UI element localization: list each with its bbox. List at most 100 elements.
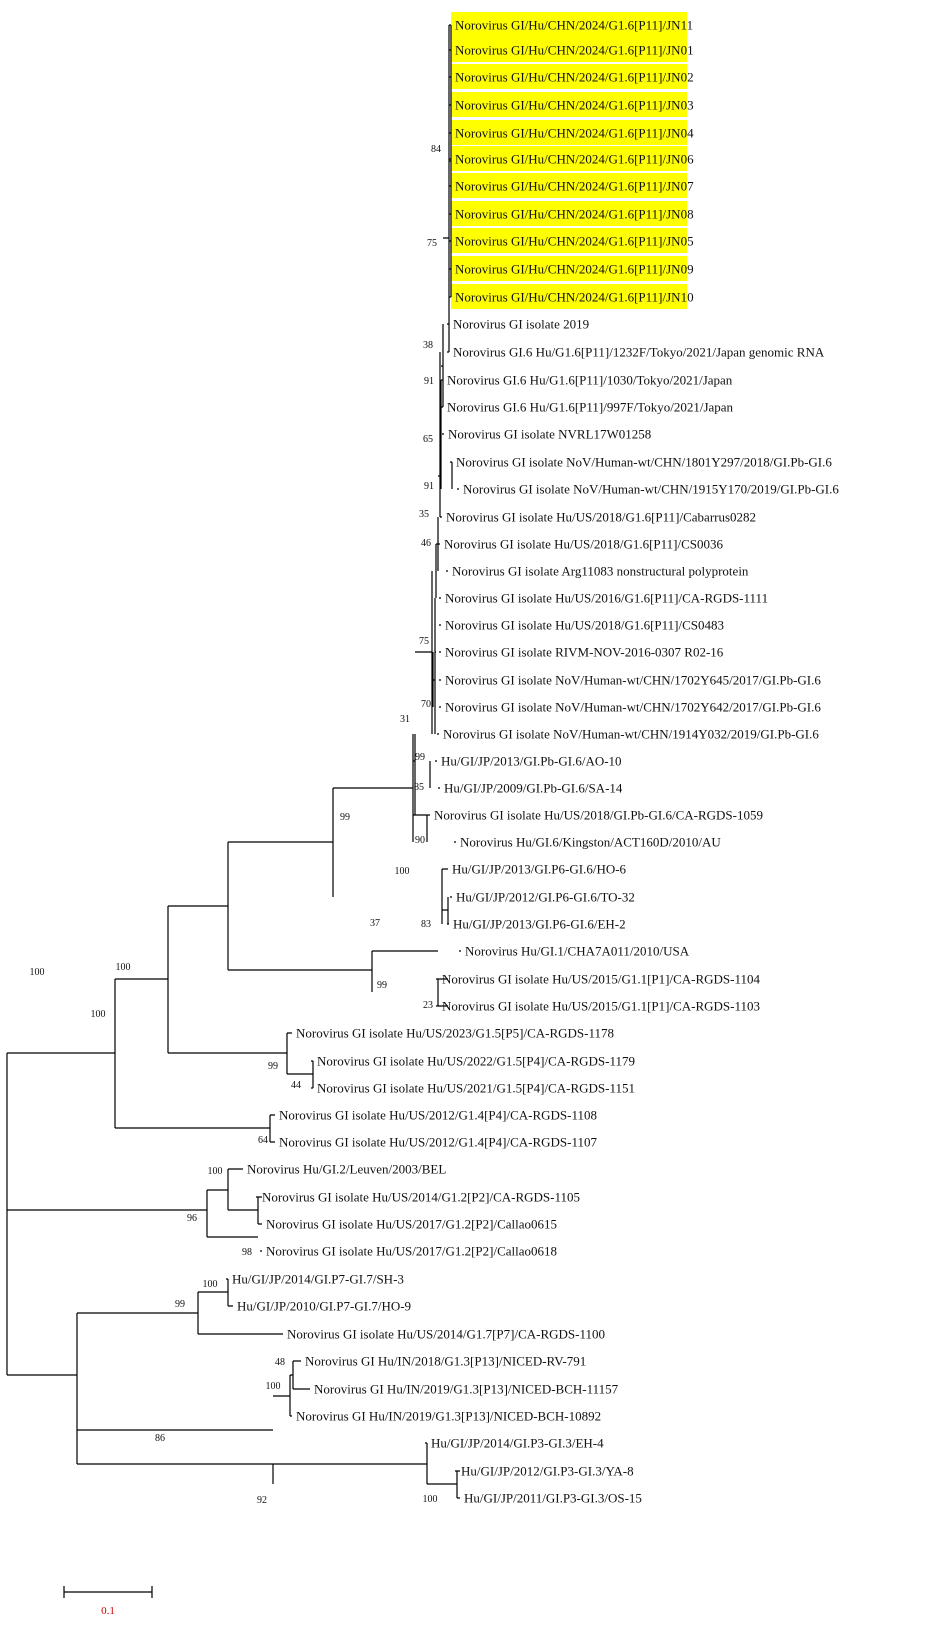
support-value: 100 <box>423 1494 438 1505</box>
support-value: 91 <box>424 376 434 387</box>
tip-label: Norovirus GI.6 Hu/G1.6[P11]/997F/Tokyo/2… <box>447 400 734 415</box>
support-value: 100 <box>266 1381 281 1392</box>
tip-label: Norovirus GI Hu/IN/2018/G1.3[P13]/NICED-… <box>305 1354 586 1369</box>
tip-label: Norovirus GI isolate Hu/US/2017/G1.2[P2]… <box>266 1244 557 1259</box>
highlight-box <box>451 37 687 62</box>
tip-label: Norovirus GI isolate NoV/Human-wt/CHN/19… <box>443 727 819 742</box>
tip-label: Norovirus GI/Hu/CHN/2024/G1.6[P11]/JN11 <box>455 18 693 33</box>
support-value: 75 <box>427 238 437 249</box>
scale-bar-line <box>63 1586 153 1598</box>
tip-label: Norovirus GI/Hu/CHN/2024/G1.6[P11]/JN09 <box>455 262 694 277</box>
tip-label: Norovirus GI isolate Hu/US/2018/GI.Pb-GI… <box>434 808 763 823</box>
support-value: 48 <box>275 1357 285 1368</box>
tip-label: Norovirus GI isolate Hu/US/2015/G1.1[P1]… <box>442 972 761 987</box>
highlight-box <box>451 256 687 281</box>
support-value: 92 <box>257 1495 267 1506</box>
support-value: 99 <box>377 980 387 991</box>
tip-label: Norovirus GI isolate NVRL17W01258 <box>448 427 651 442</box>
scale-bar-label: 0.1 <box>101 1605 115 1617</box>
tip-label: Hu/GI/JP/2014/GI.P3-GI.3/EH-4 <box>431 1436 604 1451</box>
support-value: 100 <box>208 1166 223 1177</box>
tip-label: Hu/GI/JP/2013/GI.P6-GI.6/HO-6 <box>452 862 627 877</box>
support-value: 38 <box>423 340 433 351</box>
tip-label: Norovirus GI isolate NoV/Human-wt/CHN/18… <box>456 455 832 470</box>
tip-label: Norovirus GI/Hu/CHN/2024/G1.6[P11]/JN01 <box>455 43 694 58</box>
highlight-box <box>451 92 687 117</box>
support-value: 70 <box>421 699 431 710</box>
tip-label: Norovirus GI.6 Hu/G1.6[P11]/1232F/Tokyo/… <box>453 345 825 360</box>
tip-label: Hu/GI/JP/2012/GI.P6-GI.6/TO-32 <box>456 890 635 905</box>
support-value: 99 <box>175 1299 185 1310</box>
tip-label-layer: Norovirus GI/Hu/CHN/2024/G1.6[P11]/JN11 N… <box>232 18 839 1506</box>
tip-label: Norovirus GI isolate Hu/US/2016/G1.6[P11… <box>445 591 768 606</box>
support-value: 90 <box>415 835 425 846</box>
support-value: 96 <box>187 1213 197 1224</box>
highlight-box <box>451 173 687 198</box>
highlight-box <box>451 201 687 226</box>
support-value: 83 <box>421 919 431 930</box>
support-value: 100 <box>91 1009 106 1020</box>
tip-label: Norovirus GI isolate Hu/US/2023/G1.5[P5]… <box>296 1026 614 1041</box>
support-value: 100 <box>30 967 45 978</box>
support-value: 86 <box>155 1433 165 1444</box>
branch-layer <box>6 24 461 1499</box>
tip-label: Norovirus GI/Hu/CHN/2024/G1.6[P11]/JN02 <box>455 70 694 85</box>
tip-label: Norovirus GI/Hu/CHN/2024/G1.6[P11]/JN08 <box>455 207 694 222</box>
tip-label: Norovirus GI/Hu/CHN/2024/G1.6[P11]/JN07 <box>455 179 694 194</box>
support-value: 35 <box>419 509 429 520</box>
tip-label: Norovirus GI isolate Arg11083 nonstructu… <box>452 564 749 579</box>
support-value: 99 <box>268 1061 278 1072</box>
tree-branches <box>6 24 461 1499</box>
tip-label: Norovirus GI isolate RIVM-NOV-2016-0307 … <box>445 645 724 660</box>
support-value: 99 <box>340 812 350 823</box>
tip-label: Norovirus GI isolate 2019 <box>453 317 589 332</box>
tip-label: Norovirus GI isolate Hu/US/2015/G1.1[P1]… <box>442 999 760 1014</box>
tip-label: Norovirus GI/Hu/CHN/2024/G1.6[P11]/JN04 <box>455 126 694 141</box>
support-value: 44 <box>291 1080 301 1091</box>
highlight-box <box>451 120 687 145</box>
tip-label: Norovirus GI isolate Hu/US/2018/G1.6[P11… <box>446 510 756 525</box>
support-value: 100 <box>203 1279 218 1290</box>
tip-label: Norovirus GI isolate Hu/US/2022/G1.5[P4]… <box>317 1054 635 1069</box>
tip-label: Norovirus Hu/GI.1/CHA7A011/2010/USA <box>465 944 690 959</box>
support-value: 65 <box>423 434 433 445</box>
tip-label: Norovirus GI/Hu/CHN/2024/G1.6[P11]/JN03 <box>455 98 694 113</box>
tip-label: Hu/GI/JP/2010/GI.P7-GI.7/HO-9 <box>237 1299 411 1314</box>
support-value: 100 <box>116 962 131 973</box>
support-value: 100 <box>395 866 410 877</box>
highlight-box <box>451 228 687 253</box>
tip-label: Hu/GI/JP/2011/GI.P3-GI.3/OS-15 <box>464 1491 642 1506</box>
tip-label: Norovirus GI isolate Hu/US/2012/G1.4[P4]… <box>279 1108 597 1123</box>
highlight-box <box>451 284 687 309</box>
support-value: 99 <box>415 752 425 763</box>
tip-label: Hu/GI/JP/2014/GI.P7-GI.7/SH-3 <box>232 1272 404 1287</box>
support-value: 46 <box>421 538 431 549</box>
tip-label: Norovirus GI isolate Hu/US/2018/G1.6[P11… <box>444 537 724 552</box>
tip-label: Hu/GI/JP/2012/GI.P3-GI.3/YA-8 <box>461 1464 634 1479</box>
support-value: 37 <box>370 918 380 929</box>
tip-label: Norovirus GI isolate Hu/US/2014/G1.7[P7]… <box>287 1327 605 1342</box>
tip-label: Norovirus GI isolate NoV/Human-wt/CHN/17… <box>445 673 821 688</box>
tip-label: Norovirus Hu/GI.6/Kingston/ACT160D/2010/… <box>460 835 721 850</box>
tip-label: Hu/GI/JP/2013/GI.P6-GI.6/EH-2 <box>453 917 626 932</box>
support-value: 84 <box>431 144 441 155</box>
tip-label: Norovirus GI isolate NoV/Human-wt/CHN/17… <box>445 700 821 715</box>
highlight-layer <box>451 12 687 309</box>
tip-label: Norovirus GI/Hu/CHN/2024/G1.6[P11]/JN10 <box>455 290 694 305</box>
tip-label: Norovirus GI/Hu/CHN/2024/G1.6[P11]/JN05 <box>455 234 694 249</box>
tip-label: Norovirus GI Hu/IN/2019/G1.3[P13]/NICED-… <box>314 1382 619 1397</box>
tip-label: Hu/GI/JP/2013/GI.Pb-GI.6/AO-10 <box>441 754 622 769</box>
support-value: 23 <box>423 1000 433 1011</box>
tip-label: Norovirus GI isolate Hu/US/2018/G1.6[P11… <box>445 618 724 633</box>
support-value: 64 <box>258 1135 268 1146</box>
support-value: 98 <box>242 1247 252 1258</box>
support-value: 31 <box>400 714 410 725</box>
tip-label: Norovirus GI isolate Hu/US/2014/G1.2[P2]… <box>262 1190 580 1205</box>
support-value-layer: 84 75 38 91 65 91 35 46 75 31 70 99 85 90 99 100 83 37 100… <box>30 144 442 1506</box>
tip-label: Norovirus GI isolate Hu/US/2021/G1.5[P4]… <box>317 1081 635 1096</box>
scale-bar: 0.1 <box>63 1586 153 1617</box>
tip-label: Norovirus GI Hu/IN/2019/G1.3[P13]/NICED-… <box>296 1409 601 1424</box>
support-value: 85 <box>414 782 424 793</box>
tip-label: Norovirus GI isolate Hu/US/2017/G1.2[P2]… <box>266 1217 557 1232</box>
